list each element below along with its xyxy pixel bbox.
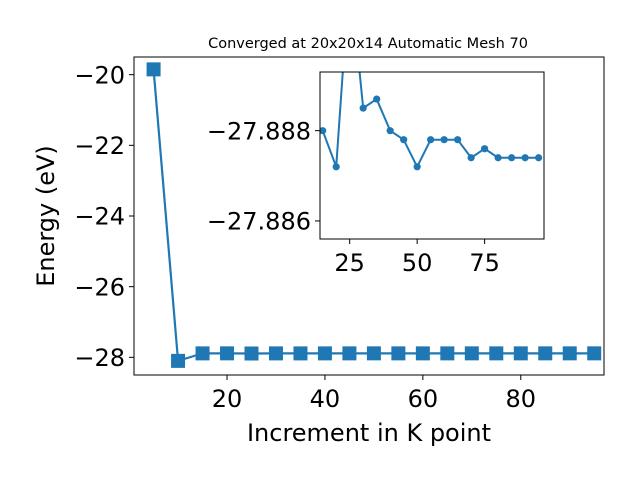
main-data-point (146, 62, 161, 77)
main-x-tick-label: 60 (408, 385, 439, 413)
inset-data-point (481, 145, 489, 153)
inset-y-ticks: −27.888 −27.886 (207, 117, 320, 236)
inset-data-point (400, 136, 408, 144)
main-data-point (464, 346, 479, 361)
main-data-point (513, 346, 528, 361)
main-y-tick-label: −26 (74, 273, 125, 301)
inset-data-point (413, 163, 421, 171)
main-chart: Converged at 20x20x14 Automatic Mesh 70 … (32, 36, 605, 447)
main-data-point (220, 346, 235, 361)
main-plot-area (146, 62, 602, 368)
main-y-ticks: −28 −26 −24 −22 −20 (74, 61, 134, 372)
main-data-point (195, 346, 210, 361)
main-x-tick-label: 80 (505, 385, 536, 413)
main-data-point (244, 346, 259, 361)
x-axis-label: Increment in K point (247, 419, 491, 447)
inset-chart: 25 50 75 −27.888 −27.886 (207, 71, 545, 277)
inset-data-point (454, 136, 462, 144)
main-data-point (391, 346, 406, 361)
inset-data-point (359, 104, 367, 112)
main-y-tick-label: −24 (74, 203, 125, 231)
main-data-point (293, 346, 308, 361)
inset-plot-area (320, 72, 543, 171)
inset-data-point (440, 136, 448, 144)
y-axis-label: Energy (eV) (32, 145, 60, 287)
main-data-point (366, 346, 381, 361)
main-data-point (538, 346, 553, 361)
inset-data-point (467, 154, 475, 162)
inset-x-tick-label: 75 (469, 249, 500, 277)
main-y-tick-label: −20 (74, 61, 125, 89)
inset-data-point (427, 136, 435, 144)
main-x-ticks: 20 40 60 80 (212, 375, 536, 413)
inset-y-tick-label: −27.888 (207, 117, 311, 145)
inset-x-tick-label: 25 (334, 249, 365, 277)
inset-background (320, 72, 544, 239)
inset-data-point (494, 154, 502, 162)
main-y-tick-label: −22 (74, 132, 125, 160)
main-data-point (317, 346, 332, 361)
inset-data-point (521, 154, 529, 162)
main-data-point (440, 346, 455, 361)
main-data-point (587, 346, 602, 361)
inset-data-point (508, 154, 516, 162)
main-data-point (415, 346, 430, 361)
inset-data-point (373, 95, 381, 103)
main-data-point (489, 346, 504, 361)
inset-data-point (535, 154, 543, 162)
inset-y-tick-label: −27.886 (207, 208, 311, 236)
inset-axes-frame (319, 71, 545, 240)
main-data-point (171, 353, 186, 368)
main-x-tick-label: 20 (212, 385, 243, 413)
main-x-tick-label: 40 (310, 385, 341, 413)
inset-data-point (386, 127, 394, 135)
inset-x-tick-label: 50 (402, 249, 433, 277)
inset-x-ticks: 25 50 75 (334, 239, 500, 277)
chart-title: Converged at 20x20x14 Automatic Mesh 70 (208, 36, 528, 52)
main-data-point (268, 346, 283, 361)
inset-data-point (332, 163, 340, 171)
main-data-point (562, 346, 577, 361)
main-data-point (342, 346, 357, 361)
main-y-tick-label: −28 (74, 344, 125, 372)
inset-data-point (320, 127, 327, 135)
